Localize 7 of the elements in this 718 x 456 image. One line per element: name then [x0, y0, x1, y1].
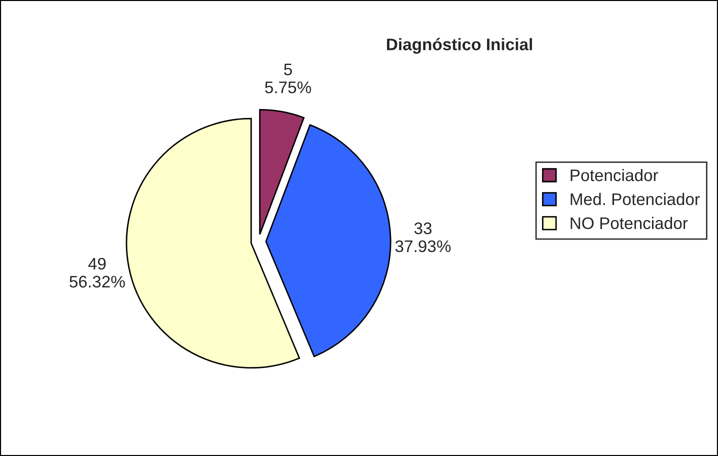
- data-label: 33 37.93%: [395, 222, 451, 252]
- chart-title: Diagnóstico Inicial: [387, 38, 532, 54]
- data-label: 49 56.32%: [70, 258, 125, 288]
- data-label: 5 5.75%: [265, 64, 312, 94]
- legend-label: Potenciador: [570, 168, 658, 182]
- legend-label: NO Potenciador: [570, 216, 688, 230]
- legend-label: Med. Potenciador: [570, 192, 700, 206]
